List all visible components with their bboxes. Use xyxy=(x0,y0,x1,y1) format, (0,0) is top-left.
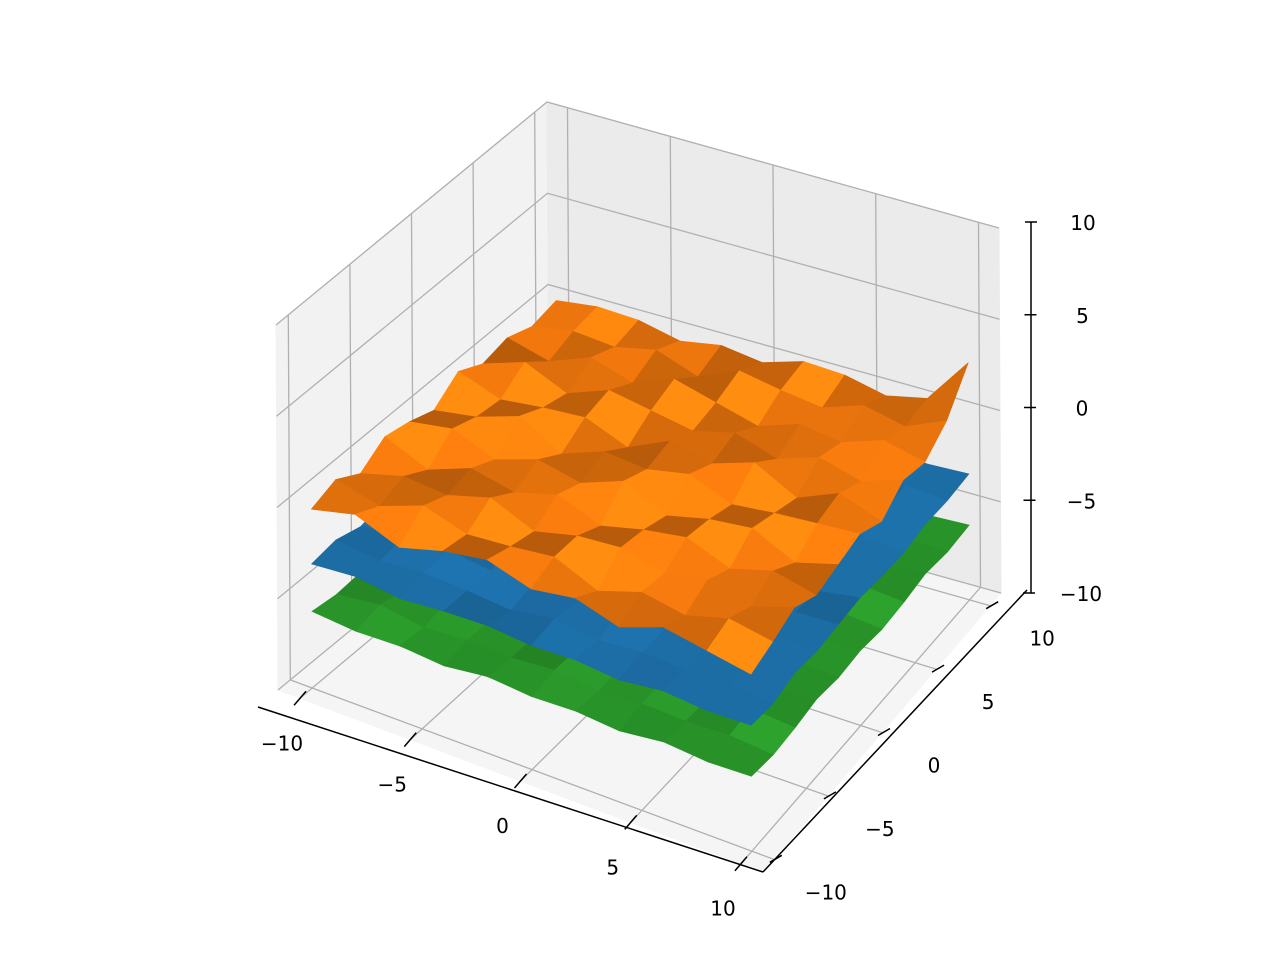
x-tick-label: −5 xyxy=(378,773,407,797)
surface-3 xyxy=(310,300,969,675)
surface-face xyxy=(706,683,774,726)
tick-marks xyxy=(293,221,1037,872)
x-tick xyxy=(403,732,417,748)
y-tick-label: 5 xyxy=(982,690,995,714)
y-tick-label: 0 xyxy=(928,754,941,778)
x-tick-label: 5 xyxy=(606,855,619,879)
z-tick-label: −10 xyxy=(1060,582,1102,606)
y-tick-label: 10 xyxy=(1029,627,1054,651)
x-axis-line xyxy=(257,706,764,873)
x-tick-label: 0 xyxy=(496,814,509,838)
grid-line-z xyxy=(276,283,1001,509)
surface-face xyxy=(706,618,774,675)
x-tick xyxy=(734,856,748,872)
y-axis-line xyxy=(762,589,1028,873)
z-tick-label: 10 xyxy=(1070,211,1095,235)
x-tick-label: −10 xyxy=(261,731,303,755)
y-tick-label: −5 xyxy=(865,817,894,841)
y-tick xyxy=(985,601,999,610)
y-tick-label: −10 xyxy=(805,880,847,904)
y-tick xyxy=(931,664,945,673)
y-tick xyxy=(823,791,837,800)
grid-line-z xyxy=(276,192,1000,417)
z-tick-label: 5 xyxy=(1076,304,1089,328)
grid-line-z xyxy=(275,101,1000,326)
x-tick xyxy=(293,690,307,706)
y-tick xyxy=(877,727,891,737)
y-tick xyxy=(769,854,783,863)
x-tick xyxy=(624,814,638,830)
x-tick xyxy=(513,773,528,789)
surfaces xyxy=(310,300,970,777)
surface-face xyxy=(706,735,774,777)
z-tick-label: −5 xyxy=(1067,489,1096,513)
x-tick-label: 10 xyxy=(710,897,735,921)
z-tick-label: 0 xyxy=(1076,397,1089,421)
